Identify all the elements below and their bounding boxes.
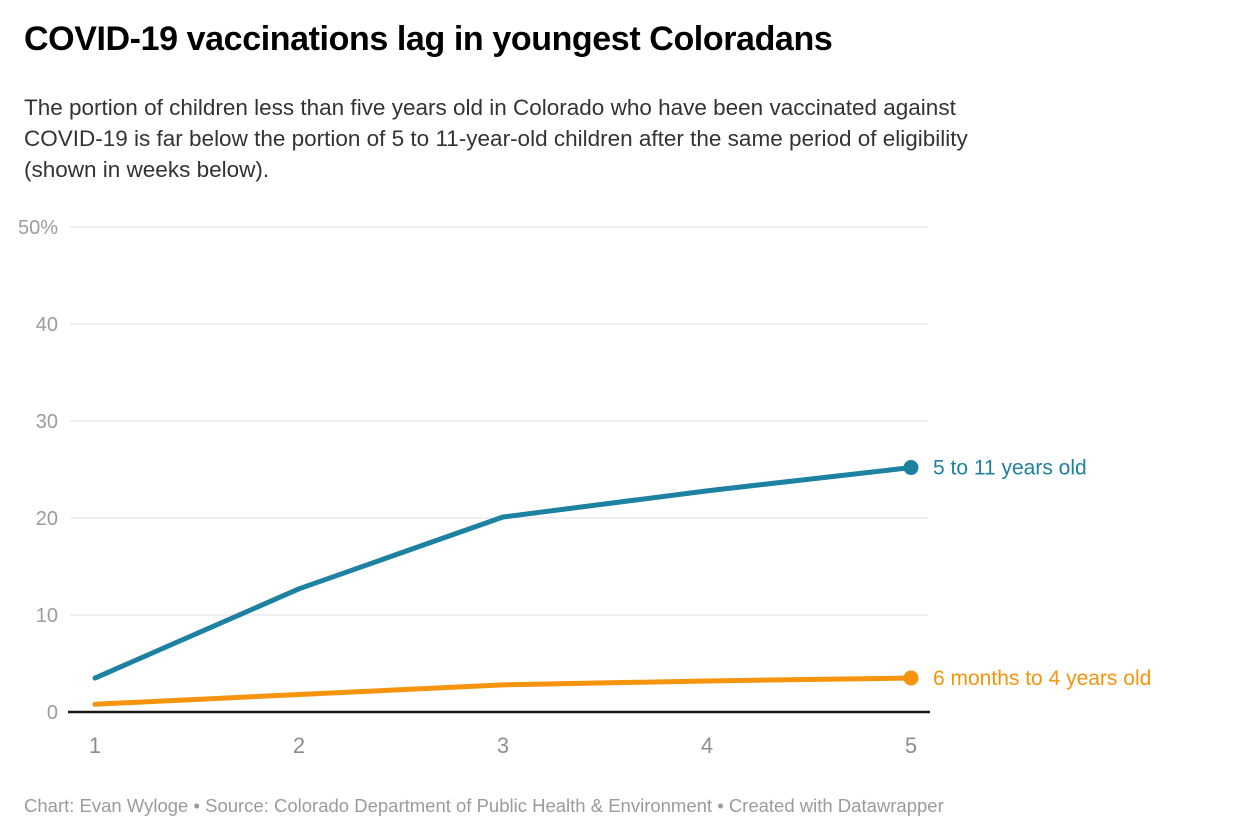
- x-axis-tick-label: 5: [905, 733, 917, 758]
- y-axis-tick-label: 40: [36, 314, 58, 336]
- series-label-0: 5 to 11 years old: [933, 457, 1087, 480]
- series-end-dot-1: [903, 670, 919, 686]
- chart-title: COVID-19 vaccinations lag in youngest Co…: [24, 20, 833, 58]
- y-axis-tick-label: 0: [47, 702, 58, 724]
- x-axis-tick-label: 3: [497, 733, 509, 758]
- line-chart: 0 10 20 30 40 50% 1 2 3 4 5 5 to 11 years old 6 mont…: [18, 217, 1151, 758]
- series-label-1: 6 months to 4 years old: [933, 667, 1151, 690]
- y-axis-tick-label: 50%: [18, 217, 58, 239]
- series-line-1: [92, 675, 914, 707]
- chart-description: The portion of children less than five y…: [24, 95, 968, 182]
- y-axis-tick-label: 10: [36, 605, 58, 627]
- chart-footer-credit: Chart: Evan Wyloge • Source: Colorado De…: [24, 795, 944, 816]
- x-axis-tick-label: 1: [89, 733, 101, 758]
- y-axis-tick-label: 30: [36, 411, 58, 433]
- series-end-dot-0: [903, 460, 919, 476]
- x-axis-tick-label: 4: [701, 733, 713, 758]
- series-line-0: [92, 465, 914, 681]
- y-axis-tick-label: 20: [36, 508, 58, 530]
- x-axis-tick-label: 2: [293, 733, 305, 758]
